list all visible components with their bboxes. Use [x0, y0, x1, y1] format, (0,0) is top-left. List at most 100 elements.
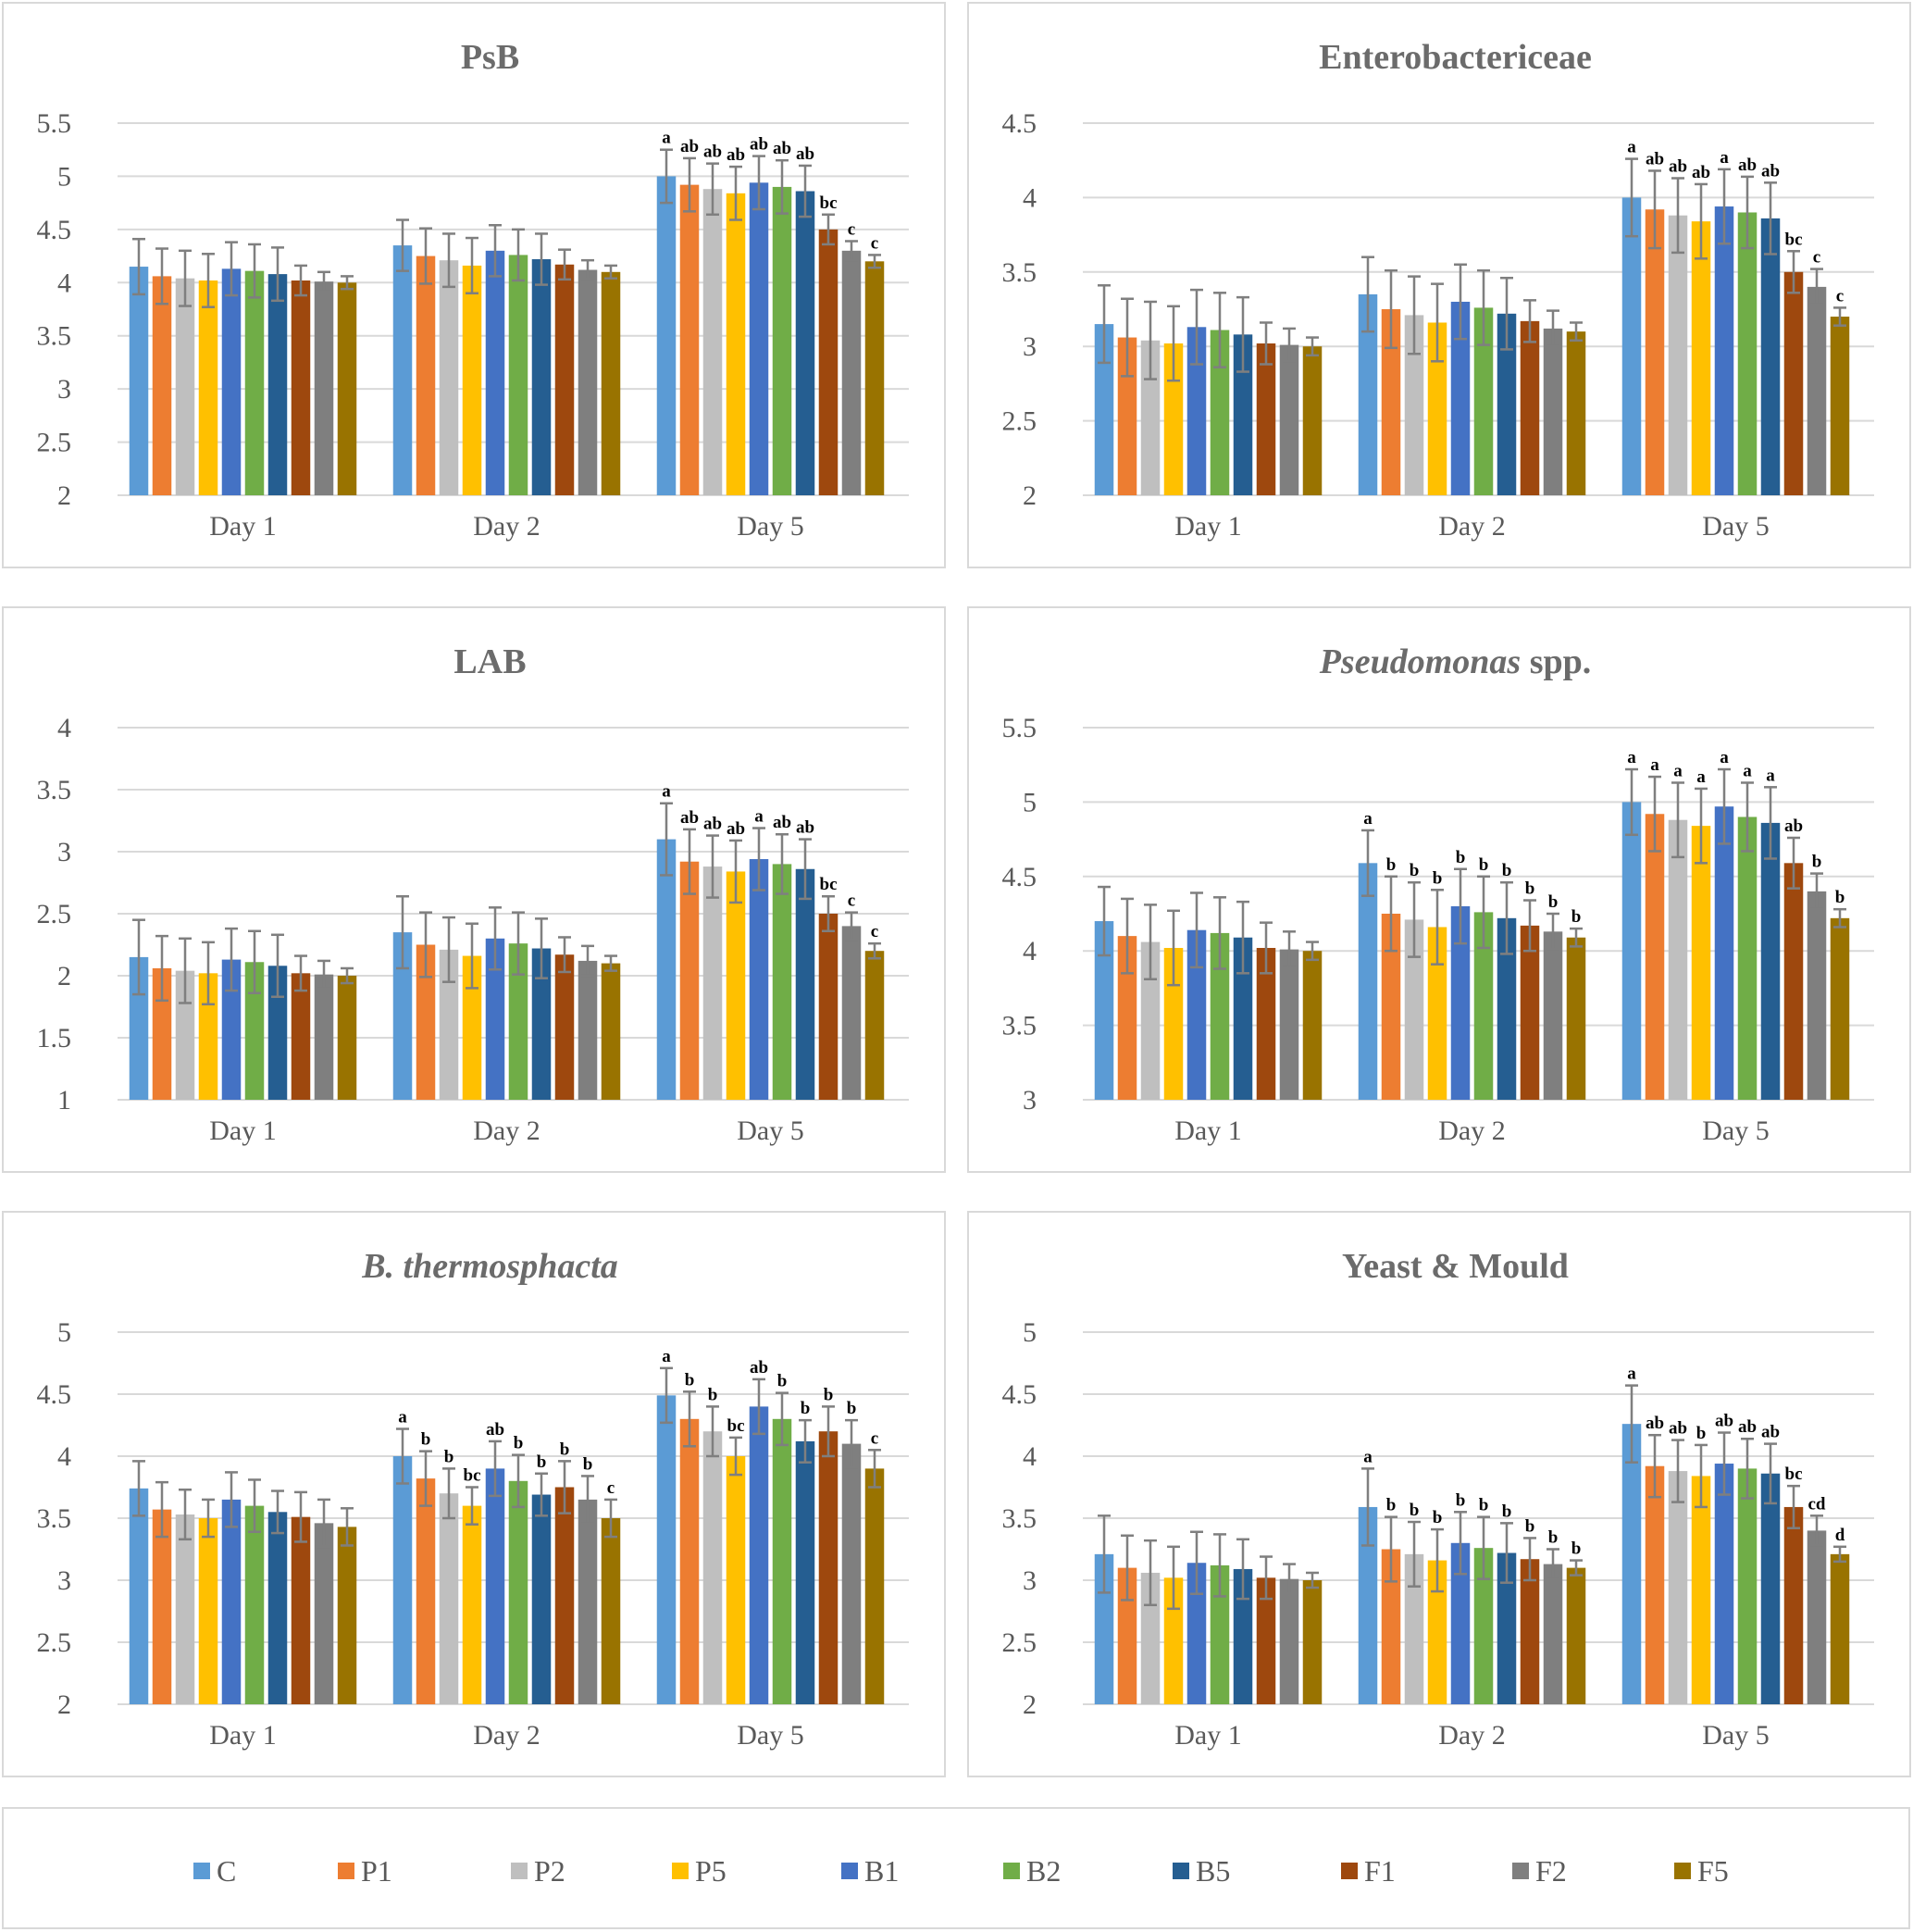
bar-c-day-2: [392, 932, 413, 1100]
significance-label: b: [1812, 853, 1822, 872]
legend-swatch: [511, 1863, 528, 1879]
y-tick-label: 1.5: [37, 1023, 72, 1053]
significance-label: b: [1456, 1490, 1466, 1510]
significance-label: b: [1410, 861, 1420, 880]
error-bar: [1741, 1437, 1754, 1500]
bar-p5-day-5: [1691, 221, 1711, 496]
significance-label: ab: [703, 815, 722, 834]
error-bar: [660, 148, 673, 205]
significance-label: a: [1363, 1447, 1373, 1466]
error-bar: [341, 1507, 354, 1547]
error-bar: [683, 1390, 696, 1448]
bar-f2-day-1: [1279, 949, 1299, 1100]
bar-b1-day-1: [1186, 1563, 1207, 1704]
bar-c-day-2: [1358, 293, 1378, 495]
error-bar: [489, 1440, 502, 1498]
error-bar: [1787, 836, 1800, 890]
error-bar: [799, 838, 812, 901]
bar-p5-day-5: [1691, 826, 1711, 1100]
error-bar: [535, 917, 548, 979]
bar-f5-day-5: [1830, 917, 1850, 1100]
error-bar: [822, 213, 835, 246]
error-bar: [604, 264, 617, 280]
bar-b2-day-1: [244, 962, 265, 1100]
significance-label: b: [1433, 1508, 1443, 1527]
significance-label: b: [1386, 855, 1397, 875]
bar-b2-day-5: [1737, 816, 1758, 1100]
significance-label: b: [560, 1440, 570, 1459]
error-bar: [1718, 1431, 1731, 1496]
error-bar: [179, 937, 192, 1004]
error-bar: [419, 227, 432, 285]
error-bar: [1718, 168, 1731, 245]
significance-label: b: [1548, 1528, 1559, 1548]
y-tick-label: 3: [57, 1565, 71, 1596]
bar-b1-day-1: [1186, 327, 1207, 495]
error-bar: [1236, 1538, 1249, 1601]
legend-item-b5: B5: [1173, 1854, 1230, 1888]
error-bar: [396, 218, 409, 272]
bar-p1-day-5: [1645, 1465, 1665, 1704]
legend-label: F5: [1697, 1853, 1729, 1888]
legend-item-b2: B2: [1003, 1854, 1061, 1888]
chart-title: Pseudomonas spp.: [1319, 642, 1592, 681]
y-tick-label: 4.5: [1002, 108, 1037, 139]
significance-label: ab: [680, 808, 699, 828]
error-bar: [1260, 321, 1273, 366]
x-category-label: Day 2: [473, 511, 540, 542]
error-bar: [1454, 263, 1467, 341]
significance-label: a: [1627, 1365, 1636, 1384]
error-bar: [1695, 787, 1708, 865]
error-bar: [581, 944, 594, 978]
error-bar: [845, 911, 858, 941]
error-bar: [1306, 336, 1319, 357]
error-bar: [868, 254, 881, 269]
legend-swatch: [841, 1863, 858, 1879]
legend-label: P5: [695, 1853, 727, 1888]
bar-b2-day-5: [772, 1418, 792, 1704]
error-bar: [1833, 1545, 1846, 1564]
bar-b1-day-5: [1714, 806, 1734, 1100]
error-bar: [1671, 781, 1684, 859]
significance-label: d: [1835, 1526, 1845, 1545]
error-bar: [1361, 256, 1374, 333]
bar-b1-day-2: [485, 938, 505, 1100]
error-bar: [248, 243, 261, 299]
significance-label: ab: [1646, 149, 1664, 168]
bar-f1-day-2: [554, 954, 575, 1100]
error-bar: [1190, 288, 1203, 366]
bar-p5-day-1: [198, 280, 218, 495]
error-bar: [1764, 786, 1777, 860]
significance-label: b: [1525, 879, 1535, 899]
bar-b5-day-2: [531, 1494, 552, 1704]
bar-p5-day-2: [1427, 1560, 1447, 1704]
bar-b5-day-5: [795, 868, 815, 1100]
bar-f5-day-2: [1566, 1567, 1586, 1704]
error-bar: [419, 1450, 432, 1507]
legend-item-p5: P5: [672, 1853, 727, 1888]
error-bar: [1570, 321, 1583, 343]
bar-p2-day-5: [1668, 819, 1688, 1100]
significance-label: b: [1410, 1501, 1420, 1520]
error-bar: [202, 941, 215, 1006]
significance-label: a: [662, 782, 671, 802]
x-category-label: Day 2: [473, 1116, 540, 1146]
x-category-label: Day 5: [1702, 1720, 1769, 1751]
significance-label: ab: [1669, 1419, 1687, 1439]
bar-b2-day-1: [1210, 932, 1230, 1100]
chart-panel-b-thermosphacta: B. thermosphacta 2 2.5 3 3.5 4 4.5 5 Day 1 Day 2 D…: [2, 1211, 946, 1777]
y-tick-label: 3.5: [1002, 1503, 1037, 1534]
bar-p5-day-1: [198, 1518, 218, 1704]
y-tick-label: 5: [57, 1317, 71, 1348]
error-bar: [1625, 157, 1638, 238]
y-tick-label: 2: [1023, 1689, 1037, 1720]
error-bar: [1547, 309, 1559, 348]
error-bar: [706, 834, 719, 899]
significance-label: ab: [703, 143, 722, 162]
error-bar: [317, 1498, 330, 1549]
bar-b1-day-2: [485, 250, 505, 495]
bar-f1-day-2: [1520, 320, 1540, 495]
significance-label: ab: [796, 144, 814, 164]
bar-b1-day-5: [1714, 206, 1734, 495]
bar-b5-day-2: [531, 259, 552, 495]
